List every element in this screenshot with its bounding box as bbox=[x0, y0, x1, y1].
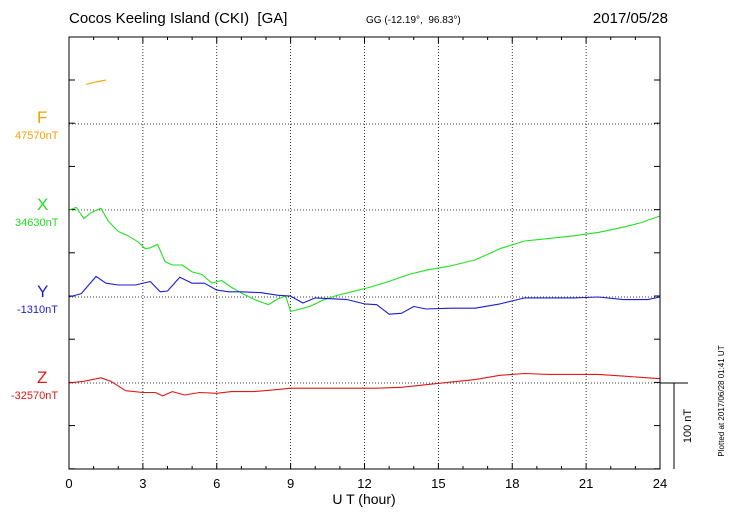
channel-label-f: F bbox=[37, 108, 48, 127]
x-tick-label: 6 bbox=[213, 476, 220, 491]
x-tick-labels: 0 3 6 9 12 15 18 21 24 bbox=[65, 476, 667, 491]
date-label: 2017/05/28 bbox=[592, 10, 668, 27]
channel-label-z: Z bbox=[37, 368, 48, 387]
plot-frame bbox=[68, 36, 661, 470]
series-line-f bbox=[86, 79, 106, 85]
scale-bar: 100 nT bbox=[660, 382, 694, 469]
grid-lines bbox=[69, 37, 660, 469]
channel-label-y: Y bbox=[37, 282, 49, 301]
series-line-z bbox=[68, 372, 661, 397]
x-tick-label: 21 bbox=[579, 476, 593, 491]
x-tick-label: 18 bbox=[505, 476, 519, 491]
x-tick-label: 0 bbox=[65, 476, 72, 491]
plotted-timestamp: Plotted at 2017/06/28 01:41 UT bbox=[717, 345, 726, 456]
channel-label-x: X bbox=[37, 195, 49, 214]
station-coordinates: GG (-12.19°, 96.83°) bbox=[366, 15, 461, 26]
baseline-label-z: -32570nT bbox=[11, 390, 59, 402]
station-title: Cocos Keeling Island (CKI) [GA] bbox=[69, 10, 288, 27]
series-line-y bbox=[68, 275, 661, 315]
series-line-x bbox=[68, 206, 661, 313]
x-tick-label: 9 bbox=[287, 476, 294, 491]
x-tick-label: 15 bbox=[431, 476, 445, 491]
baseline-label-y: -1310nT bbox=[17, 304, 58, 316]
data-series bbox=[68, 79, 661, 397]
x-tick-label: 12 bbox=[357, 476, 371, 491]
x-tick-label: 3 bbox=[139, 476, 146, 491]
baseline-label-f: 47570nT bbox=[15, 130, 59, 142]
x-axis-label: U T (hour) bbox=[332, 491, 395, 507]
x-tick-label: 24 bbox=[653, 476, 667, 491]
scale-bar-label: 100 nT bbox=[682, 409, 694, 444]
baseline-label-x: 34630nT bbox=[15, 217, 59, 229]
